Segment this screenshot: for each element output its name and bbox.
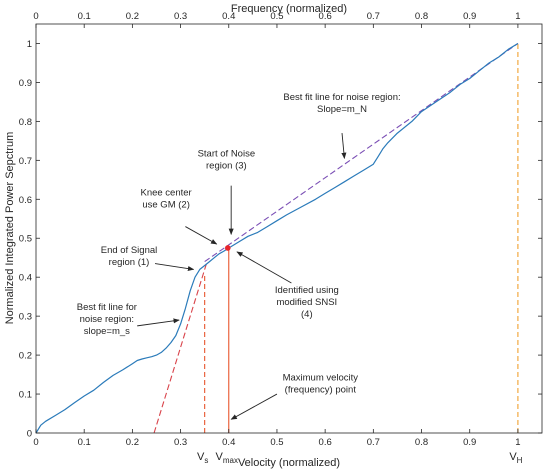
x2-tick-label-9: 0.9	[463, 11, 476, 22]
y-tick-label-8: 0.8	[19, 117, 32, 128]
vline-label-main: V	[216, 451, 224, 463]
x-tick-label-0: 0	[33, 437, 38, 448]
y-tick-label-6: 0.6	[19, 195, 32, 206]
annotation-arrow-identified	[236, 251, 292, 284]
annotation-identified-line-0: Identified using	[275, 285, 339, 296]
annotation-arrow-noise-fit	[341, 133, 347, 160]
axes-layer: 000.10.10.20.20.30.30.40.40.50.50.60.60.…	[19, 11, 543, 448]
x-tick-label-6: 0.6	[319, 437, 332, 448]
y-axis-label: Normalized Integrated Power Sepctrum	[4, 132, 16, 325]
x2-tick-label-7: 0.7	[367, 11, 380, 22]
x2-tick-label-8: 0.8	[415, 11, 428, 22]
y-tick-label-7: 0.7	[19, 156, 32, 167]
annotation-arrow-max-velocity	[230, 393, 278, 420]
plot-area	[36, 24, 542, 433]
x-tick-label-2: 0.2	[126, 437, 139, 448]
annotation-identified: Identified using modified SNSI (4)	[275, 285, 339, 320]
annotation-start-noise: Start of Noise region (3)	[198, 148, 256, 171]
y-tick-label-0: 0	[27, 429, 32, 440]
annotation-max-velocity-line-0: Maximum velocity	[283, 372, 359, 383]
x2-tick-label-6: 0.6	[319, 11, 332, 22]
data-layer	[35, 42, 519, 434]
x2-tick-label-4: 0.4	[222, 11, 235, 22]
annotation-noise-fit-line-1: Slope=m_N	[317, 104, 367, 115]
x-tick-label-1: 0.1	[78, 437, 91, 448]
y-tick-label-1: 0.1	[19, 390, 32, 401]
signal-fit-line	[153, 261, 208, 434]
y-tick-label-2: 0.2	[19, 351, 32, 362]
vline-label-main: V	[509, 451, 517, 463]
x2-tick-label-2: 0.2	[126, 11, 139, 22]
annotation-signal-fit: Best fit line for noise region: slope=m_s	[77, 302, 137, 337]
x-axis-label: Velocity (normalized)	[238, 457, 340, 469]
x-tick-label-8: 0.8	[415, 437, 428, 448]
x2-tick-label-0: 0	[33, 11, 38, 22]
annotation-end-signal-line-0: End of Signal	[101, 245, 158, 256]
annotation-max-velocity-line-1: (frequency) point	[285, 384, 357, 395]
x-tick-label-10: 1	[515, 437, 520, 448]
annotation-arrow-signal-fit	[137, 318, 180, 327]
annotation-knee-center: Knee center use GM (2)	[140, 187, 191, 210]
annotation-knee-center-line-0: Knee center	[140, 187, 191, 198]
x-tick-label-7: 0.7	[367, 437, 380, 448]
annotation-identified-line-1: modified SNSI	[276, 297, 337, 308]
vline-label-main: V	[197, 451, 205, 463]
annotation-start-noise-line-0: Start of Noise	[198, 148, 256, 159]
x2-tick-label-1: 0.1	[78, 11, 91, 22]
x-tick-label-3: 0.3	[174, 437, 187, 448]
annotation-arrow-knee-center	[185, 226, 218, 245]
vline-label-vs: Vs	[197, 451, 208, 465]
annotation-end-signal-line-1: region (1)	[109, 257, 150, 268]
vline-label-sub: s	[204, 456, 208, 465]
annotation-signal-fit-line-2: slope=m_s	[84, 326, 130, 337]
annotation-noise-fit-line-0: Best fit line for noise region:	[283, 92, 400, 103]
plot-frame	[35, 23, 543, 434]
y-tick-label-5: 0.5	[19, 234, 32, 245]
y-tick-label-3: 0.3	[19, 312, 32, 323]
annotation-max-velocity: Maximum velocity (frequency) point	[283, 372, 359, 395]
annotation-arrow-end-signal	[154, 263, 195, 272]
annotation-identified-line-2: (4)	[301, 309, 313, 320]
x2-axis-label: Frequency (normalized)	[231, 3, 347, 15]
vline-label-vmax: Vmax	[216, 451, 238, 465]
x2-tick-label-3: 0.3	[174, 11, 187, 22]
annotation-signal-fit-line-0: Best fit line for	[77, 302, 137, 313]
annotation-end-signal: End of Signal region (1)	[101, 245, 158, 268]
y-tick-label-4: 0.4	[19, 273, 32, 284]
vline-label-sub: H	[517, 456, 523, 465]
x-tick-label-9: 0.9	[463, 437, 476, 448]
vline-label-sub: max	[223, 456, 238, 465]
annotation-knee-center-line-1: use GM (2)	[142, 199, 190, 210]
x2-tick-label-5: 0.5	[270, 11, 283, 22]
noise-fit-line	[204, 43, 519, 263]
x-tick-label-5: 0.5	[270, 437, 283, 448]
annotation-noise-fit: Best fit line for noise region: Slope=m_N	[283, 92, 400, 115]
annotation-start-noise-line-1: region (3)	[206, 160, 247, 171]
power-spectrum-curve	[35, 42, 519, 434]
annotation-signal-fit-line-1: noise region:	[80, 314, 134, 325]
vline-label-vh: VH	[509, 451, 522, 465]
y-tick-label-10: 1	[27, 39, 32, 50]
y-tick-label-9: 0.9	[19, 78, 32, 89]
knee-point-marker	[224, 245, 231, 251]
x-tick-label-4: 0.4	[222, 437, 235, 448]
x2-tick-label-10: 1	[515, 11, 520, 22]
